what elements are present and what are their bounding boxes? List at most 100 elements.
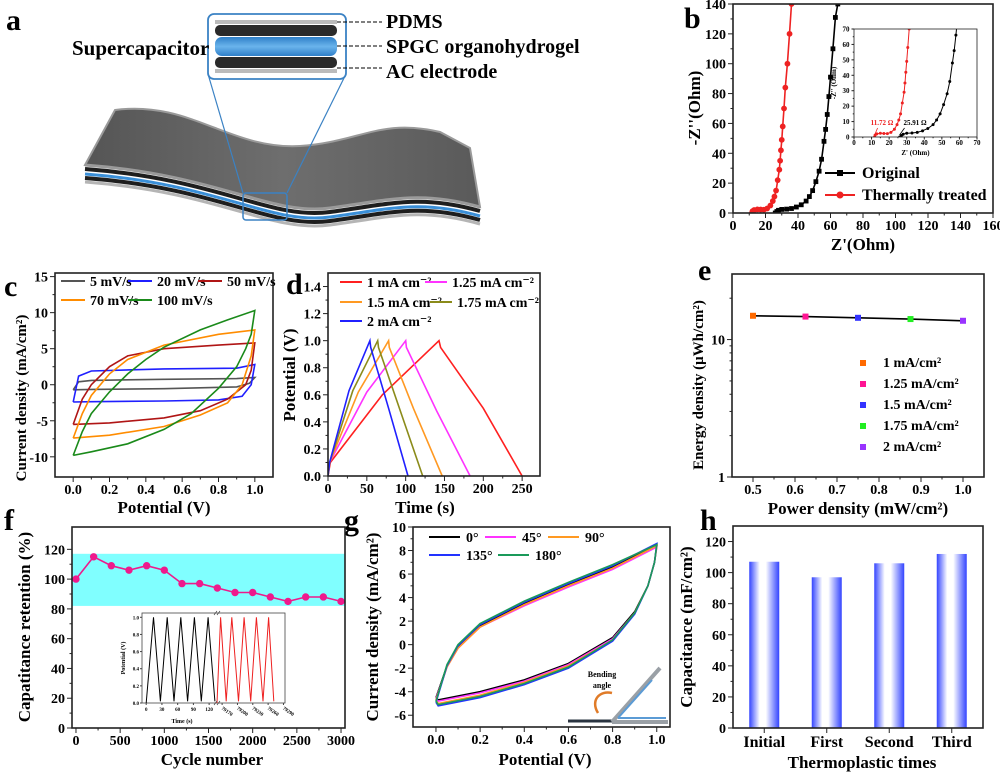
y-tick-label: 80 [51,603,65,618]
data-point [767,202,774,209]
inset-x-tick-label: 60 [175,708,181,713]
y-axis-title: Capacitance (mF/cm²) [677,546,696,707]
y-tick-label: 60 [712,629,726,644]
data-point [954,33,958,37]
zoom-line-left [207,73,244,194]
x-tick-label: 0.0 [64,483,82,498]
data-point [942,103,946,107]
y-tick-label: 140 [705,0,726,13]
y-tick-label: 2 [399,615,406,630]
legend-label: 20 mV/s [157,275,206,290]
inset-x-axis-title: Time (s) [171,718,192,725]
x-tick-label: 0.2 [101,483,119,498]
y-tick-label: -2 [394,662,406,677]
axis-break-marks [213,610,221,706]
inset-annotation: 25.91 Ω [904,119,928,127]
data-point [935,118,939,122]
y-tick-label: 120 [44,543,65,558]
data-point [784,206,790,212]
legend-label: 1.5 mA/cm² [883,398,952,413]
data-point [778,136,785,143]
data-point [907,316,914,323]
legend-label: 100 mV/s [157,294,213,309]
data-point [885,132,889,136]
data-point [750,312,756,319]
supercapacitor-label: Supercapacitor [72,36,209,60]
data-point [855,314,861,321]
zoom-electrode-bottom [215,57,337,68]
y-tick-label: 0 [41,379,48,394]
series-0 [750,312,756,319]
x-axis-title: Cycle number [161,750,264,769]
x-tick-label: 60 [824,219,838,234]
inset-x-tick-label: 90 [191,708,197,713]
y-tick-label: 10 [843,118,851,126]
series-line [72,328,256,439]
chart-panel-h: Initial First Second Third 0 20 40 60 80 100 120 Th… [677,525,984,772]
y-tick-label: 0 [719,722,726,737]
data-point [774,177,781,184]
chart-panel-f: 0 500 1000 1500 2000 2500 3000 0 20 40 60 80 100 120 C… [15,526,355,769]
legend-label: 90° [585,531,605,546]
data-point [178,579,186,588]
data-point [931,123,935,127]
legend-label: 50 mV/s [227,275,276,290]
x-axis-title: Potential (V) [117,498,210,517]
zoom-pdms-bottom [215,69,337,73]
data-point [72,575,80,583]
x-tick-label: 1000 [150,734,178,749]
plots: 0 20 40 60 80 100 120 140 160020406080100120140Z… [14,0,1000,772]
data-point [806,194,812,199]
y-tick-label: -5 [36,415,48,430]
inset-y-tick-label: 0.6 [133,651,140,656]
y-tick-label: 0.8 [304,362,322,377]
x-tick-label: 10 [868,139,876,147]
data-point [826,94,832,99]
y-tick-label: 40 [712,660,726,675]
x-axis-title: Thermoplastic times [788,753,937,772]
inset-y-tick-label: 0.8 [133,633,140,638]
y-tick-label: 1 [718,471,725,486]
legend-label: 1 mA cm⁻² [367,276,431,291]
series-0 [772,4,841,213]
bending-angle-illustration: Bending angle [568,666,668,724]
data-point [889,130,893,134]
x-tick-label: 0.7 [828,483,846,498]
legend-label: 135° [466,549,493,564]
x-tick-label: 0.5 [744,483,762,498]
x-tick-label: 140 [950,219,971,234]
panel-label-h: h [700,504,717,537]
data-point [926,127,930,131]
inset-y-tick-label: 0.4 [133,668,140,673]
data-point [960,317,966,324]
layer-pdms-top [84,163,481,211]
x-tick-label: 1.0 [954,483,972,498]
data-point [231,588,239,597]
data-point [337,597,345,606]
y-tick-label: 0.2 [304,443,322,458]
device-sheet-top [83,107,482,210]
x-tick-label: 80 [856,219,870,234]
data-point [125,566,133,574]
inset-series-line [899,29,958,137]
data-point [773,187,779,194]
data-point [798,202,804,208]
inset-series-line [874,29,910,137]
chart-panel-c: 0.0 0.2 0.4 0.6 0.8 1.0 -10 -5 0 5 10 15 Potential (… [14,271,276,517]
legend-label: 1.25 mA cm⁻² [452,276,534,291]
x-tick-label: 0.8 [870,483,888,498]
y-tick-label: -4 [394,686,406,701]
data-point [771,193,778,200]
chart-panel-d: 0 50 100 150 200 250 0.0 0.2 0.4 0.6 0.8 1.0 1.2 1.4 T… [280,272,541,517]
y-tick-label: 10 [392,521,406,536]
y-tick-label: 5 [41,343,48,358]
x-tick-label: 0.2 [471,733,489,748]
x-tick-label: 0.6 [173,483,191,498]
series-4 [328,337,409,476]
x-tick-label: 0 [852,139,856,147]
x-tick-label: 0.0 [427,733,445,748]
data-point [777,157,784,164]
inset-x-tick-label: 79230 [251,707,265,719]
data-point [952,49,956,53]
x-tick-label: 500 [110,734,131,749]
